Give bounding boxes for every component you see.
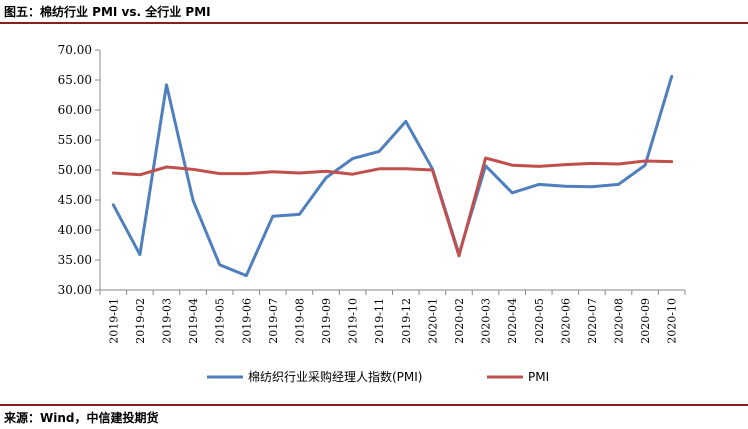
- x-tick-label: 2019-11: [373, 298, 386, 344]
- x-tick-label: 2020-04: [506, 298, 519, 344]
- y-tick-label: 55.00: [58, 133, 92, 147]
- y-tick-label: 30.00: [58, 283, 92, 297]
- x-tick-label: 2020-05: [533, 298, 546, 344]
- y-tick-label: 65.00: [58, 73, 92, 87]
- y-tick-label: 50.00: [58, 163, 92, 177]
- y-tick-label: 45.00: [58, 193, 92, 207]
- x-tick-label: 2020-02: [453, 298, 466, 344]
- x-tick-label: 2020-06: [559, 298, 572, 344]
- y-tick-label: 35.00: [58, 253, 92, 267]
- chart-svg: 30.00 35.00 40.00 45.00 50.00 55.00 60.00 65.00…: [58, 43, 686, 384]
- x-tick-label: 2020-01: [426, 298, 439, 344]
- y-tick-label: 40.00: [58, 223, 92, 237]
- x-tick-label: 2019-10: [347, 298, 360, 344]
- x-tick-label: 2019-01: [107, 298, 120, 344]
- x-tick-label: 2019-08: [293, 298, 306, 344]
- x-tick-label: 2020-10: [666, 298, 679, 344]
- footer-divider: [0, 404, 748, 406]
- line-chart: 30.00 35.00 40.00 45.00 50.00 55.00 60.00 65.00…: [0, 24, 748, 404]
- x-tick-label: 2019-07: [267, 298, 280, 344]
- source-note: 来源：Wind，中信建投期货: [4, 411, 159, 425]
- series-line-2: [111, 156, 674, 258]
- x-tick-label: 2020-09: [639, 298, 652, 344]
- figure-header: 图五：棉纺行业 PMI vs. 全行业 PMI: [0, 0, 748, 22]
- x-tick-label: 2019-04: [187, 298, 200, 344]
- legend-label-1: 棉纺织行业采购经理人指数(PMI): [248, 369, 423, 384]
- x-tick-label: 2020-07: [586, 298, 599, 344]
- series-line-1: [111, 74, 674, 278]
- y-tick-label: 70.00: [58, 43, 92, 57]
- x-tick-label: 2020-03: [480, 298, 493, 344]
- legend-label-2: PMI: [528, 370, 549, 384]
- x-tick-label: 2019-06: [240, 298, 253, 344]
- x-tick-label: 2019-03: [160, 298, 173, 344]
- x-tick-label: 2019-12: [400, 298, 413, 344]
- x-tick-label: 2020-08: [613, 298, 626, 344]
- x-tick-label: 2019-02: [134, 298, 147, 344]
- x-tick-label: 2019-09: [320, 298, 333, 344]
- y-tick-label: 60.00: [58, 103, 92, 117]
- header-divider: [0, 22, 748, 24]
- x-tick-label: 2019-05: [214, 298, 227, 344]
- figure-title: 图五：棉纺行业 PMI vs. 全行业 PMI: [4, 5, 211, 19]
